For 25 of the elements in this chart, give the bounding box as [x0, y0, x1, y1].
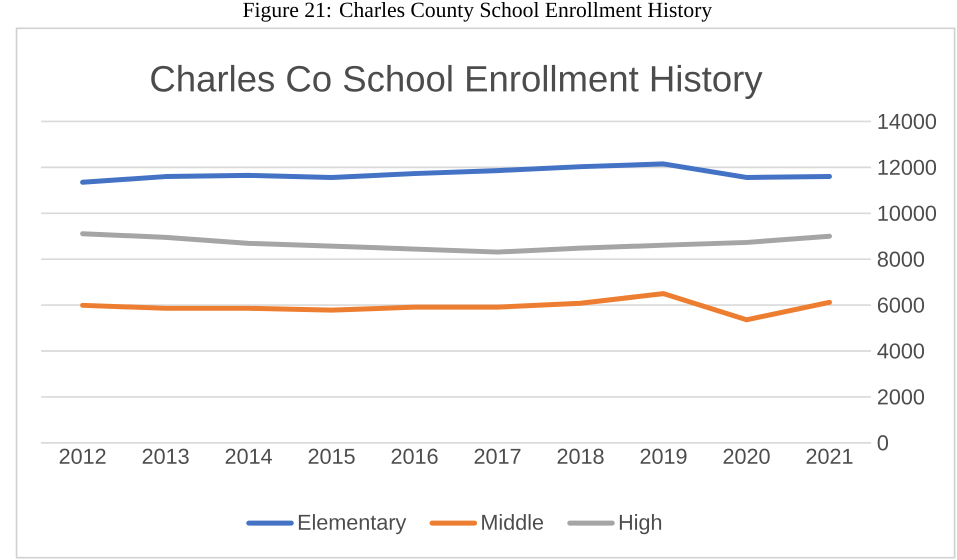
y-tick-label: 8000: [878, 252, 924, 267]
legend-label: Middle: [482, 514, 544, 530]
y-tick-label: 14000: [878, 114, 936, 130]
y-tick-label: 2000: [878, 389, 924, 405]
y-tick-label: 6000: [878, 297, 924, 313]
y-tick-label: 0: [878, 435, 888, 450]
x-tick-label: 2014: [226, 448, 272, 464]
x-tick-label: 2016: [392, 448, 438, 464]
line-series: [80, 161, 832, 185]
x-tick-label: 2015: [308, 448, 355, 464]
x-tick-label: 2021: [806, 448, 852, 464]
y-tick-label: 10000: [878, 206, 936, 221]
caption: Figure 21: Charles County School Enrollment History: [243, 2, 712, 22]
x-tick-label: 2013: [142, 448, 189, 464]
line-series: [80, 291, 832, 322]
x-tick-label: 2020: [724, 448, 770, 464]
x-tick-label: 2017: [474, 448, 520, 464]
x-tick-label: 2012: [60, 448, 106, 464]
y-tick-label: 12000: [878, 160, 936, 176]
chart-title: Charles Co School Enrollment History: [151, 64, 763, 99]
x-tick-label: 2019: [640, 448, 687, 464]
x-tick-label: 2018: [558, 448, 604, 464]
legend-label: Elementary: [298, 514, 406, 534]
legend-label: High: [620, 514, 662, 534]
y-tick-label: 4000: [877, 343, 924, 359]
